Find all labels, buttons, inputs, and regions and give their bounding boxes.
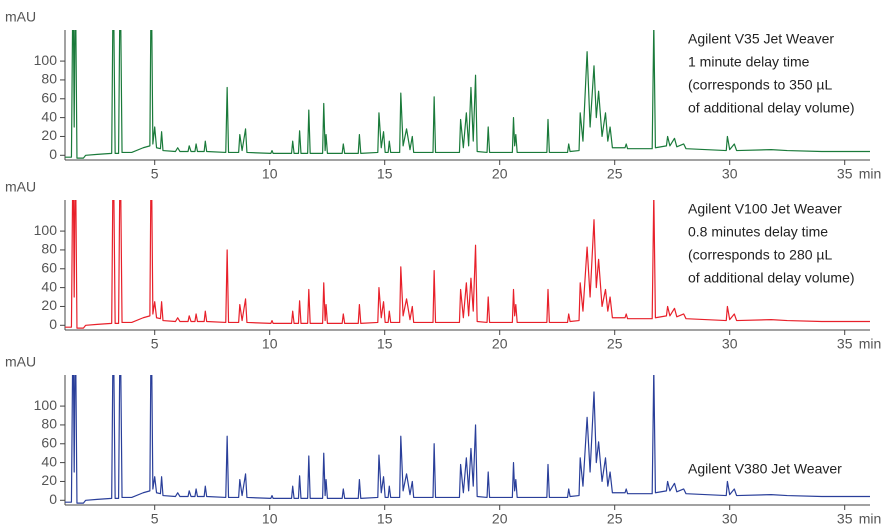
x-tick-label: 25 xyxy=(607,166,623,182)
y-tick-label: 80 xyxy=(41,416,57,432)
annotation: Agilent V35 Jet Weaver xyxy=(688,31,834,47)
y-tick-label: 100 xyxy=(34,222,58,238)
x-tick-label: 35 xyxy=(837,511,853,527)
y-tick-label: 60 xyxy=(41,259,57,275)
x-tick-label: 15 xyxy=(377,166,393,182)
x-tick-label: 25 xyxy=(607,336,623,352)
y-tick-label: 20 xyxy=(41,127,57,143)
x-tick-label: 30 xyxy=(722,336,738,352)
x-axis-label: min xyxy=(859,166,882,182)
x-tick-label: 10 xyxy=(262,336,278,352)
y-tick-label: 20 xyxy=(41,472,57,488)
y-tick-label: 40 xyxy=(41,453,57,469)
x-tick-label: 10 xyxy=(262,511,278,527)
y-tick-label: 100 xyxy=(34,397,58,413)
x-tick-label: 20 xyxy=(492,336,508,352)
y-tick-label: 60 xyxy=(41,89,57,105)
y-tick-label: 40 xyxy=(41,108,57,124)
x-tick-label: 35 xyxy=(837,166,853,182)
x-tick-label: 25 xyxy=(607,511,623,527)
x-tick-label: 20 xyxy=(492,166,508,182)
y-tick-label: 80 xyxy=(41,241,57,257)
x-tick-label: 30 xyxy=(722,166,738,182)
y-tick-label: 40 xyxy=(41,278,57,294)
y-tick-label: 100 xyxy=(34,52,58,68)
x-tick-label: 20 xyxy=(492,511,508,527)
trace xyxy=(65,200,870,329)
annotation: (corresponds to 280 µL xyxy=(688,247,832,263)
trace xyxy=(65,375,870,504)
annotation: Agilent V380 Jet Weaver xyxy=(688,461,842,477)
x-tick-label: 5 xyxy=(151,336,159,352)
x-axis-label: min xyxy=(859,511,882,527)
x-tick-label: 35 xyxy=(837,336,853,352)
y-tick-label: 20 xyxy=(41,297,57,313)
annotation: 1 minute delay time xyxy=(688,54,810,70)
annotation: (corresponds to 350 µL xyxy=(688,77,832,93)
x-tick-label: 5 xyxy=(151,511,159,527)
x-tick-label: 10 xyxy=(262,166,278,182)
y-tick-label: 60 xyxy=(41,434,57,450)
x-tick-label: 15 xyxy=(377,336,393,352)
y-tick-label: 0 xyxy=(49,316,57,332)
y-tick-label: 0 xyxy=(49,146,57,162)
x-axis-label: min xyxy=(859,336,882,352)
annotation: 0.8 minutes delay time xyxy=(688,224,828,240)
y-tick-label: 0 xyxy=(49,491,57,507)
annotation: of additional delay volume) xyxy=(688,100,855,116)
trace xyxy=(65,30,870,159)
y-axis-label: mAU xyxy=(5,179,36,195)
x-tick-label: 5 xyxy=(151,166,159,182)
annotation: Agilent V100 Jet Weaver xyxy=(688,201,842,217)
y-tick-label: 80 xyxy=(41,71,57,87)
annotation: of additional delay volume) xyxy=(688,270,855,286)
x-tick-label: 30 xyxy=(722,511,738,527)
y-axis-label: mAU xyxy=(5,354,36,370)
y-axis-label: mAU xyxy=(5,9,36,25)
x-tick-label: 15 xyxy=(377,511,393,527)
